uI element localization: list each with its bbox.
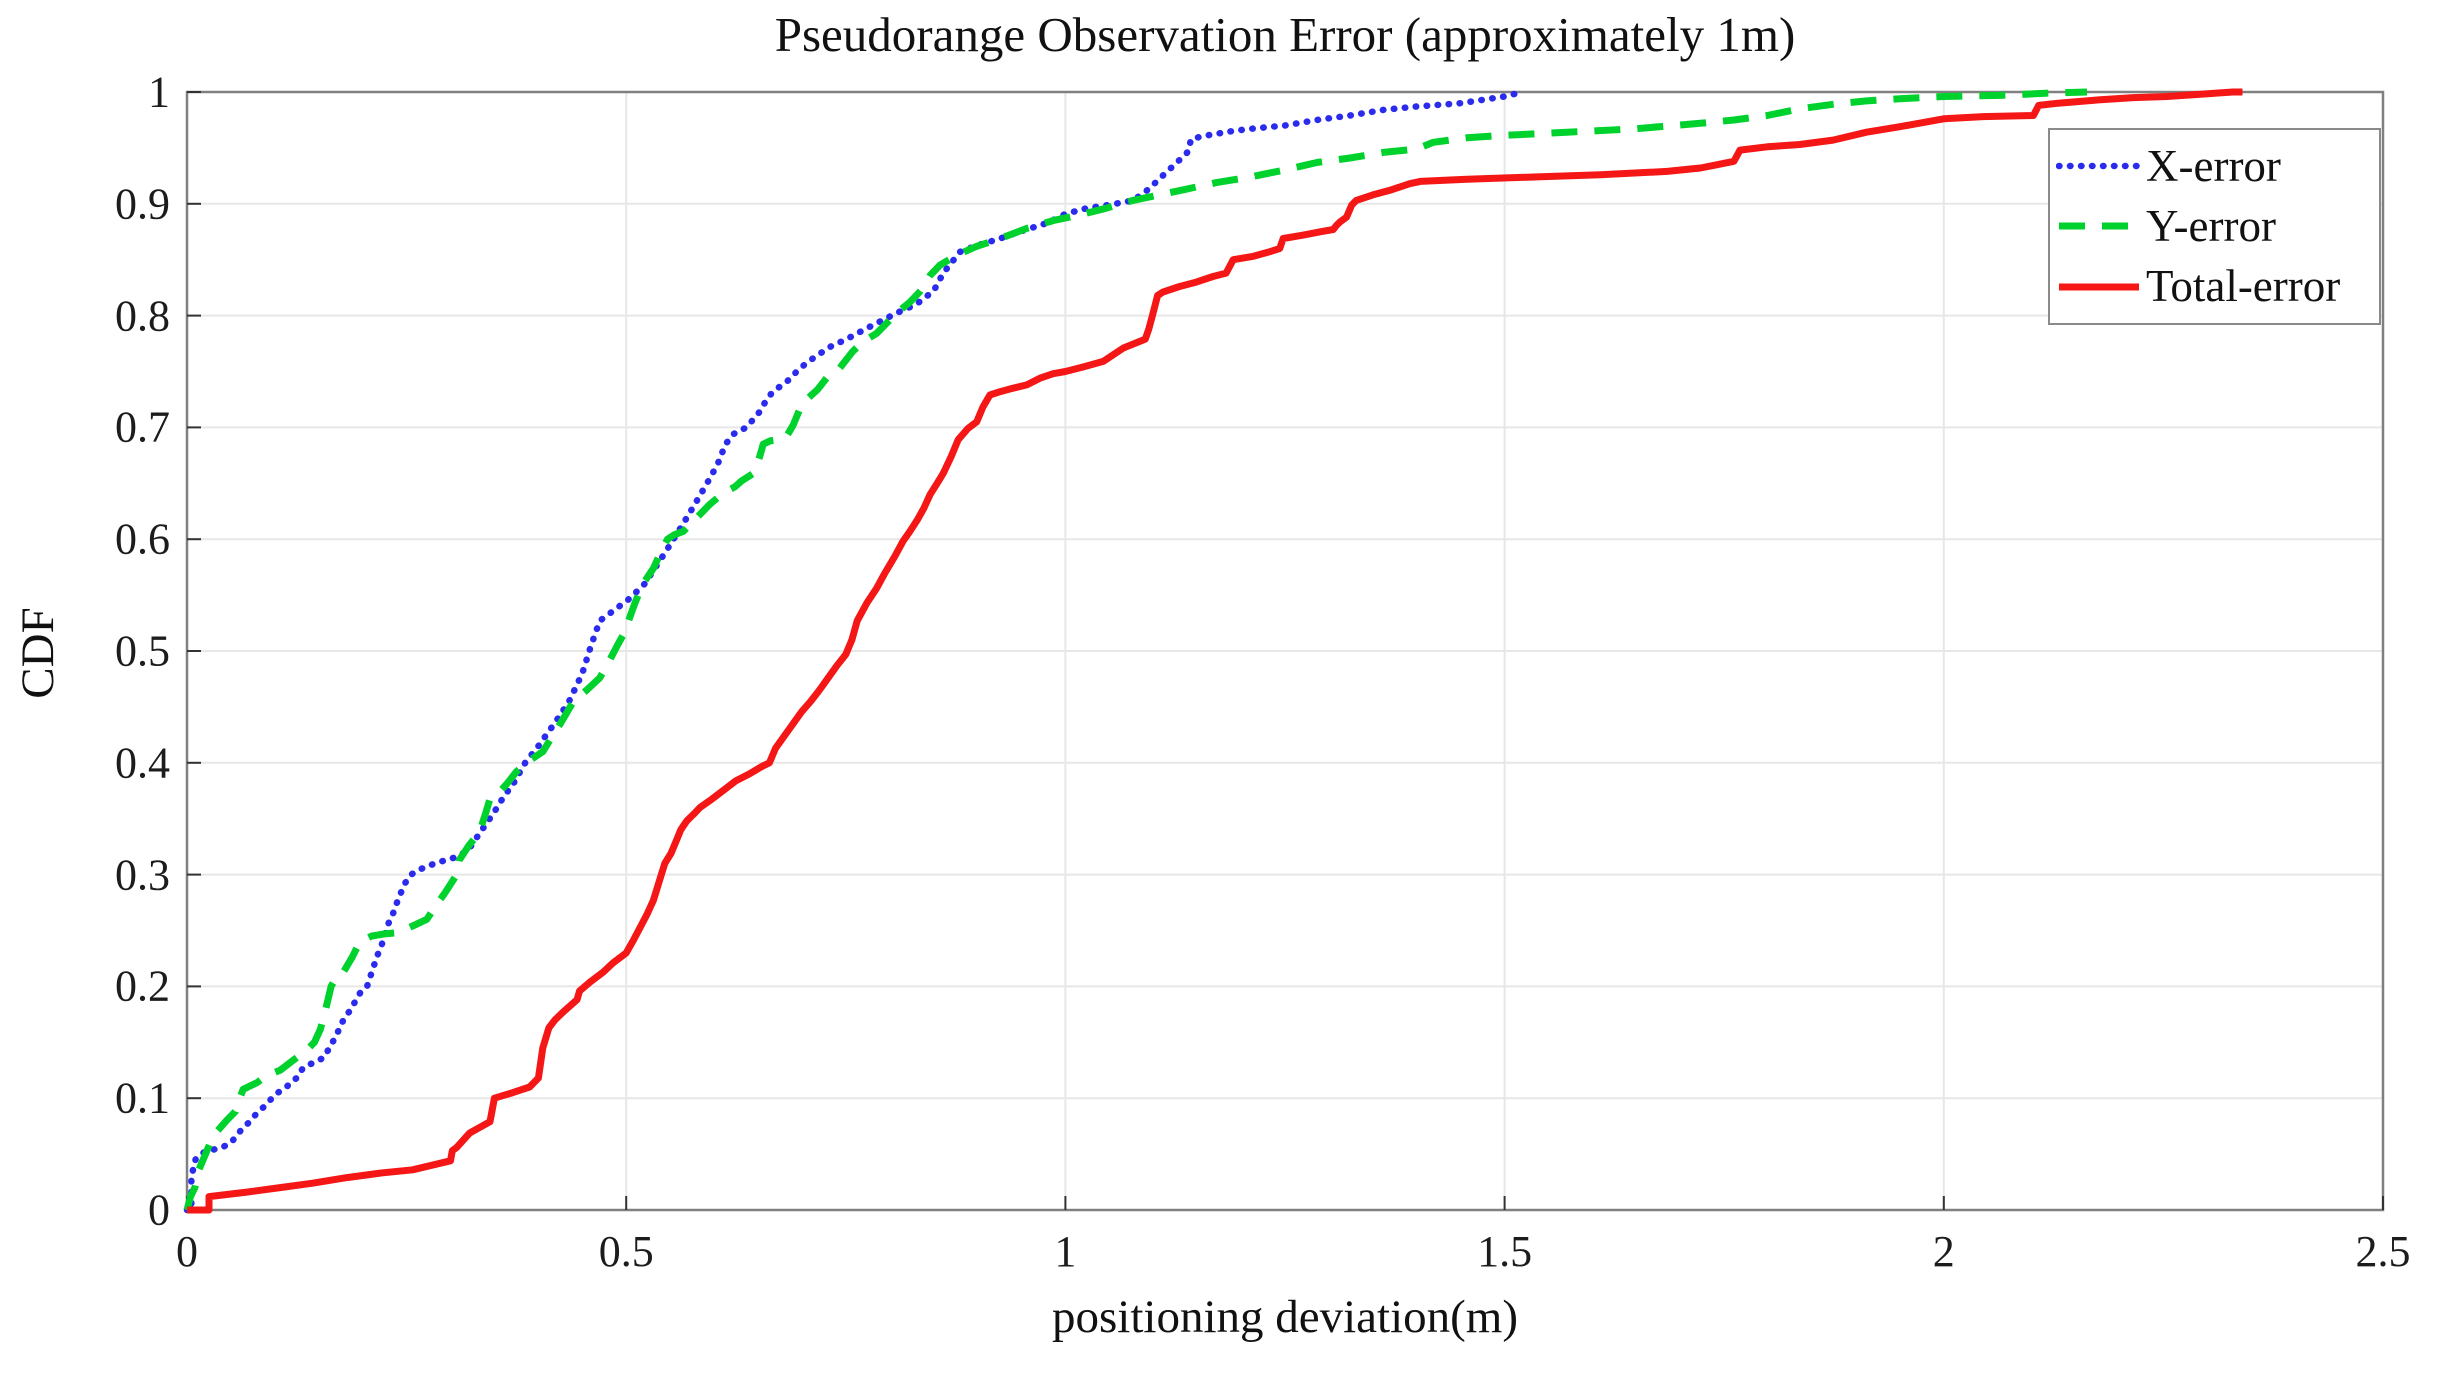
legend-label: X-error xyxy=(2146,140,2281,191)
legend-label: Y-error xyxy=(2146,200,2276,251)
y-tick-label-0: 0 xyxy=(148,1185,170,1235)
y-axis-label: CDF xyxy=(12,607,64,699)
legend-line-sample-solid xyxy=(2059,283,2139,291)
x-tick-label-2: 2 xyxy=(1932,1227,1955,1276)
y-tick-label-0.7: 0.7 xyxy=(115,402,170,452)
x-tick-label-2.5: 2.5 xyxy=(2355,1227,2411,1276)
legend-line-sample-dotted xyxy=(2056,162,2142,170)
series-x-error xyxy=(183,88,1526,1214)
series-y-error xyxy=(183,88,2088,1211)
y-tick-label-0.8: 0.8 xyxy=(115,291,170,341)
y-tick-label-0.2: 0.2 xyxy=(115,961,170,1011)
y-tick-label-0.6: 0.6 xyxy=(115,514,170,564)
x-tick-label-0.5: 0.5 xyxy=(598,1227,654,1276)
legend-item-y-error: Y-error xyxy=(2056,200,2379,251)
y-tick-label-0.1: 0.1 xyxy=(115,1073,170,1123)
legend-item-total-error: Total-error xyxy=(2056,264,2379,309)
x-tick-label-0: 0 xyxy=(176,1227,198,1276)
y-tick-label-0.4: 0.4 xyxy=(115,738,170,788)
legend: X-error Y-error Total-error xyxy=(2048,128,2381,325)
chart-title: Pseudorange Observation Error (approxima… xyxy=(774,7,1796,62)
legend-item-x-error: X-error xyxy=(2056,140,2379,191)
x-tick-label-1: 1 xyxy=(1054,1227,1077,1276)
y-tick-label-0.3: 0.3 xyxy=(115,850,170,900)
x-tick-label-1.5: 1.5 xyxy=(1477,1227,1533,1276)
y-tick-label-0.9: 0.9 xyxy=(115,179,170,229)
series-total-error xyxy=(187,88,2243,1214)
legend-label: Total-error xyxy=(2146,261,2341,312)
y-tick-label-0.5: 0.5 xyxy=(115,626,170,676)
x-axis-label: positioning deviation(m) xyxy=(1051,1291,1519,1343)
y-tick-label-1: 1 xyxy=(148,67,170,117)
legend-line-sample-dashed xyxy=(2059,222,2139,230)
